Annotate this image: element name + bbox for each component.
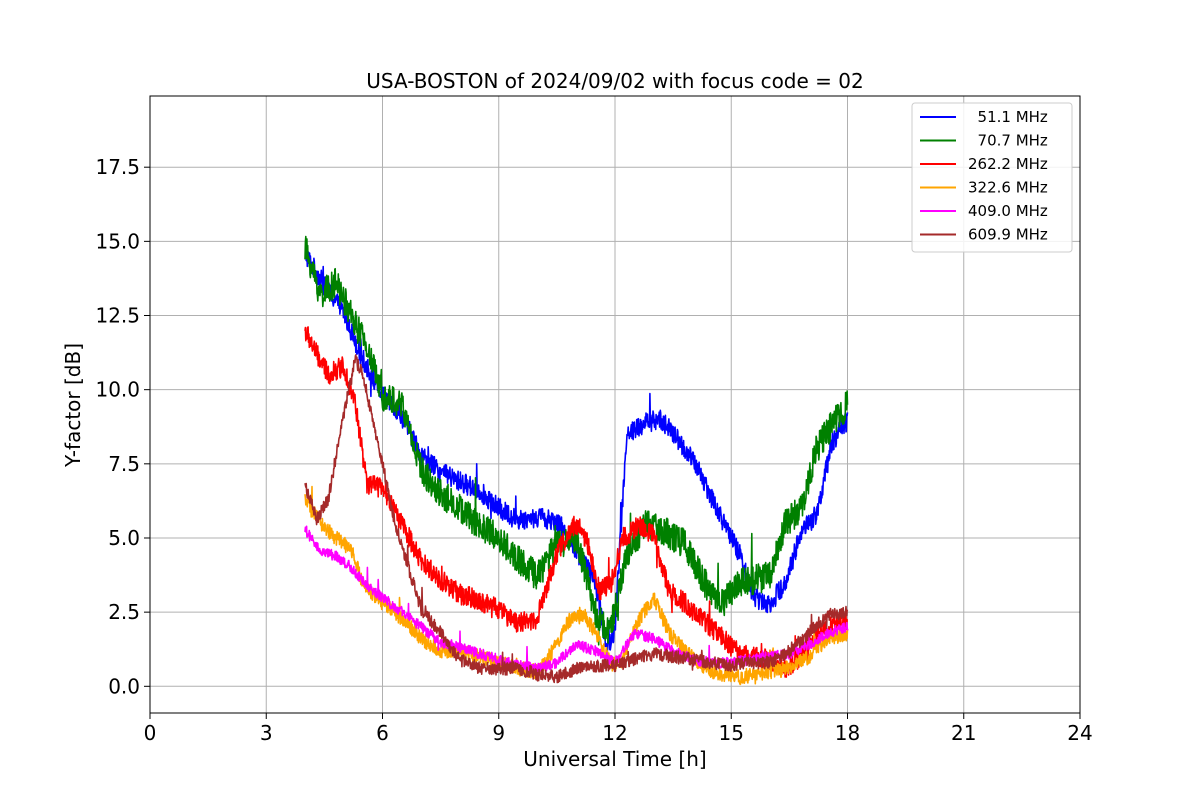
x-tick-label: 12 bbox=[602, 721, 627, 745]
series-line bbox=[304, 235, 849, 646]
y-tick-label: 15.0 bbox=[95, 229, 140, 253]
series-line bbox=[304, 485, 849, 686]
series-layer bbox=[304, 235, 849, 686]
y-tick-label: 7.5 bbox=[108, 452, 140, 476]
x-axis-label: Universal Time [h] bbox=[523, 747, 706, 771]
x-tick-label: 18 bbox=[835, 721, 860, 745]
x-tick-label: 3 bbox=[260, 721, 273, 745]
x-tick-label: 15 bbox=[719, 721, 744, 745]
legend-label: 322.6 MHz bbox=[968, 179, 1048, 197]
legend-label: 409.0 MHz bbox=[968, 202, 1048, 220]
chart-title: USA-BOSTON of 2024/09/02 with focus code… bbox=[366, 69, 863, 93]
legend-label: 51.1 MHz bbox=[968, 108, 1048, 126]
y-tick-label: 5.0 bbox=[108, 526, 140, 550]
y-tick-label: 17.5 bbox=[95, 155, 140, 179]
x-tick-label: 21 bbox=[951, 721, 976, 745]
y-tick-label: 10.0 bbox=[95, 378, 140, 402]
legend: 51.1 MHz 70.7 MHz 262.2 MHz 322.6 MHz 409.0… bbox=[911, 102, 1073, 253]
tick-marks: 0 3 6 9 12 15 18 21 24 0.0 2.5 5.0 7.5 10.0 12.5 15.0 17… bbox=[95, 155, 1092, 745]
y-tick-label: 12.5 bbox=[95, 304, 140, 328]
y-tick-label: 2.5 bbox=[108, 600, 140, 624]
series-line bbox=[304, 354, 849, 684]
y-tick-label: 0.0 bbox=[108, 674, 140, 698]
legend-label: 70.7 MHz bbox=[968, 132, 1048, 150]
legend-label: 609.9 MHz bbox=[968, 226, 1048, 244]
x-tick-label: 0 bbox=[144, 721, 157, 745]
legend-label: 262.2 MHz bbox=[968, 155, 1048, 173]
x-tick-label: 6 bbox=[376, 721, 389, 745]
x-tick-label: 24 bbox=[1067, 721, 1092, 745]
x-tick-label: 9 bbox=[492, 721, 505, 745]
y-axis-label: Y-factor [dB] bbox=[61, 343, 85, 468]
series-line bbox=[304, 247, 849, 660]
